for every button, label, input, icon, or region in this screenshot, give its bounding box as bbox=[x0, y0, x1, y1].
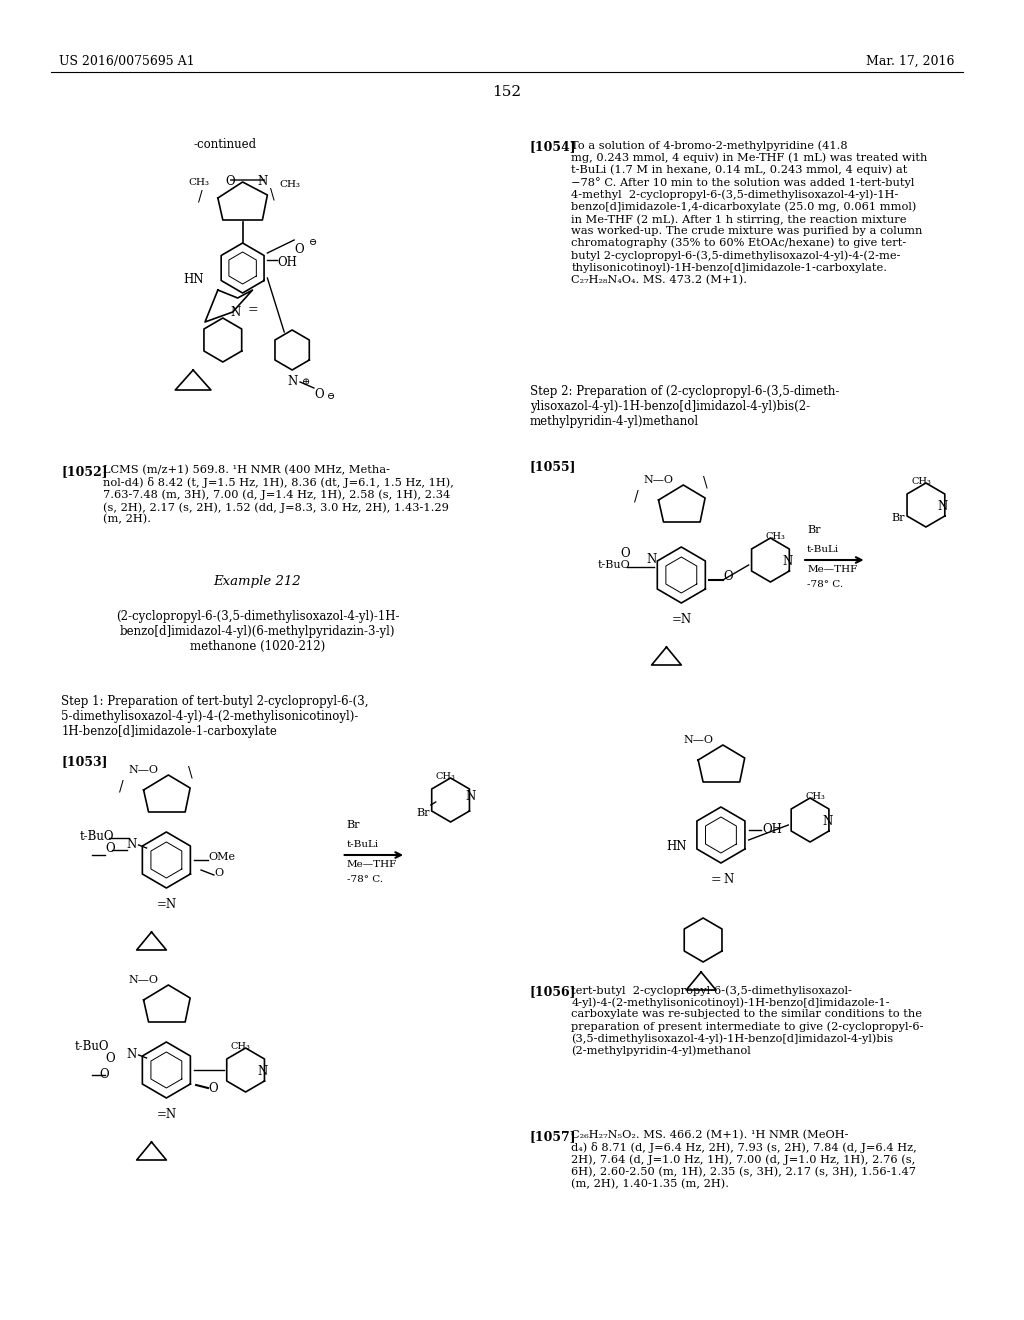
Text: t-BuLi: t-BuLi bbox=[346, 840, 379, 849]
Text: \: \ bbox=[270, 187, 275, 201]
Text: N: N bbox=[257, 176, 267, 187]
Text: =: = bbox=[248, 304, 258, 315]
Text: [1052]: [1052] bbox=[61, 465, 108, 478]
Text: ⊖: ⊖ bbox=[327, 392, 335, 401]
Text: Mar. 17, 2016: Mar. 17, 2016 bbox=[866, 55, 954, 69]
Text: N—O: N—O bbox=[644, 475, 674, 484]
Text: =N: =N bbox=[157, 898, 176, 911]
Text: O: O bbox=[214, 869, 223, 878]
Text: [1056]: [1056] bbox=[529, 985, 577, 998]
Text: OMe: OMe bbox=[208, 851, 234, 862]
Text: N: N bbox=[938, 500, 948, 513]
Text: US 2016/0075695 A1: US 2016/0075695 A1 bbox=[59, 55, 195, 69]
Text: CH₃: CH₃ bbox=[436, 772, 456, 781]
Text: /: / bbox=[198, 190, 203, 205]
Text: O: O bbox=[620, 546, 630, 560]
Text: O: O bbox=[105, 842, 115, 855]
Text: 152: 152 bbox=[493, 84, 521, 99]
Text: t-BuO: t-BuO bbox=[597, 560, 630, 570]
Text: N: N bbox=[646, 553, 657, 566]
Text: -78° C.: -78° C. bbox=[807, 579, 843, 589]
Text: t-BuLi: t-BuLi bbox=[807, 545, 840, 554]
Text: O: O bbox=[208, 1082, 217, 1096]
Text: CH₃: CH₃ bbox=[805, 792, 825, 801]
Text: [1054]: [1054] bbox=[529, 140, 577, 153]
Text: N—O: N—O bbox=[129, 766, 159, 775]
Text: OH: OH bbox=[278, 256, 297, 269]
Text: N: N bbox=[466, 789, 476, 803]
Text: CH₃: CH₃ bbox=[188, 178, 209, 187]
Text: Example 212: Example 212 bbox=[214, 576, 301, 587]
Text: -78° C.: -78° C. bbox=[346, 875, 383, 884]
Text: N—O: N—O bbox=[683, 735, 714, 744]
Text: /: / bbox=[634, 490, 638, 504]
Text: [1057]: [1057] bbox=[529, 1130, 577, 1143]
Text: N: N bbox=[257, 1065, 267, 1078]
Text: O: O bbox=[723, 570, 732, 583]
Text: [1053]: [1053] bbox=[61, 755, 108, 768]
Text: O: O bbox=[294, 243, 304, 256]
Text: N: N bbox=[287, 375, 297, 388]
Text: \: \ bbox=[188, 766, 193, 779]
Text: C₂₆H₂₇N₅O₂. MS. 466.2 (M+1). ¹H NMR (MeOH-
d₄) δ 8.71 (d, J=6.4 Hz, 2H), 7.93 (s: C₂₆H₂₇N₅O₂. MS. 466.2 (M+1). ¹H NMR (MeO… bbox=[571, 1130, 918, 1189]
Text: N: N bbox=[822, 814, 833, 828]
Text: Me—THF: Me—THF bbox=[807, 565, 857, 574]
Text: (2-cyclopropyl-6-(3,5-dimethylisoxazol-4-yl)-1H-
benzo[d]imidazol-4-yl)(6-methyl: (2-cyclopropyl-6-(3,5-dimethylisoxazol-4… bbox=[116, 610, 399, 653]
Text: N: N bbox=[127, 838, 137, 851]
Text: O: O bbox=[105, 1052, 115, 1065]
Text: To a solution of 4-bromo-2-methylpyridine (41.8
mg, 0.243 mmol, 4 equiv) in Me-T: To a solution of 4-bromo-2-methylpyridin… bbox=[571, 140, 928, 285]
Text: CH₃: CH₃ bbox=[766, 532, 785, 541]
Text: Br: Br bbox=[346, 820, 360, 830]
Text: LCMS (m/z+1) 569.8. ¹H NMR (400 MHz, Metha-
nol-d4) δ 8.42 (t, J=1.5 Hz, 1H), 8.: LCMS (m/z+1) 569.8. ¹H NMR (400 MHz, Met… bbox=[103, 465, 454, 525]
Text: Step 1: Preparation of tert-butyl 2-cyclopropyl-6-(3,
5-dimethylisoxazol-4-yl)-4: Step 1: Preparation of tert-butyl 2-cycl… bbox=[61, 696, 369, 738]
Text: =: = bbox=[711, 873, 722, 886]
Text: N: N bbox=[230, 306, 241, 319]
Text: N: N bbox=[127, 1048, 137, 1061]
Text: HN: HN bbox=[667, 840, 687, 853]
Text: ⊕: ⊕ bbox=[302, 378, 310, 387]
Text: Step 2: Preparation of (2-cyclopropyl-6-(3,5-dimeth-
ylisoxazol-4-yl)-1H-benzo[d: Step 2: Preparation of (2-cyclopropyl-6-… bbox=[529, 385, 840, 428]
Text: OH: OH bbox=[763, 822, 782, 836]
Text: HN: HN bbox=[183, 273, 204, 286]
Text: CH₃: CH₃ bbox=[230, 1041, 251, 1051]
Text: O: O bbox=[225, 176, 236, 187]
Text: N—O: N—O bbox=[129, 975, 159, 985]
Text: Br: Br bbox=[807, 525, 820, 535]
Text: Br: Br bbox=[416, 808, 429, 818]
Text: tert-butyl  2-cyclopropyl-6-(3,5-dimethylisoxazol-
4-yl)-4-(2-methylisonicotinoy: tert-butyl 2-cyclopropyl-6-(3,5-dimethyl… bbox=[571, 985, 924, 1056]
Text: Me—THF: Me—THF bbox=[346, 861, 397, 869]
Text: -continued: -continued bbox=[194, 139, 256, 150]
Text: O: O bbox=[99, 1068, 109, 1081]
Text: [1055]: [1055] bbox=[529, 459, 577, 473]
Text: /: / bbox=[119, 780, 124, 795]
Text: =N: =N bbox=[157, 1107, 176, 1121]
Text: t-BuO: t-BuO bbox=[75, 1040, 109, 1053]
Text: O: O bbox=[314, 388, 324, 401]
Text: N: N bbox=[782, 554, 793, 568]
Text: ⊖: ⊖ bbox=[309, 238, 317, 247]
Text: N: N bbox=[723, 873, 733, 886]
Text: \: \ bbox=[703, 475, 708, 488]
Text: CH₃: CH₃ bbox=[911, 477, 931, 486]
Text: =N: =N bbox=[672, 612, 691, 626]
Text: Br: Br bbox=[891, 513, 905, 523]
Text: CH₃: CH₃ bbox=[280, 180, 300, 189]
Text: t-BuO: t-BuO bbox=[79, 830, 114, 843]
